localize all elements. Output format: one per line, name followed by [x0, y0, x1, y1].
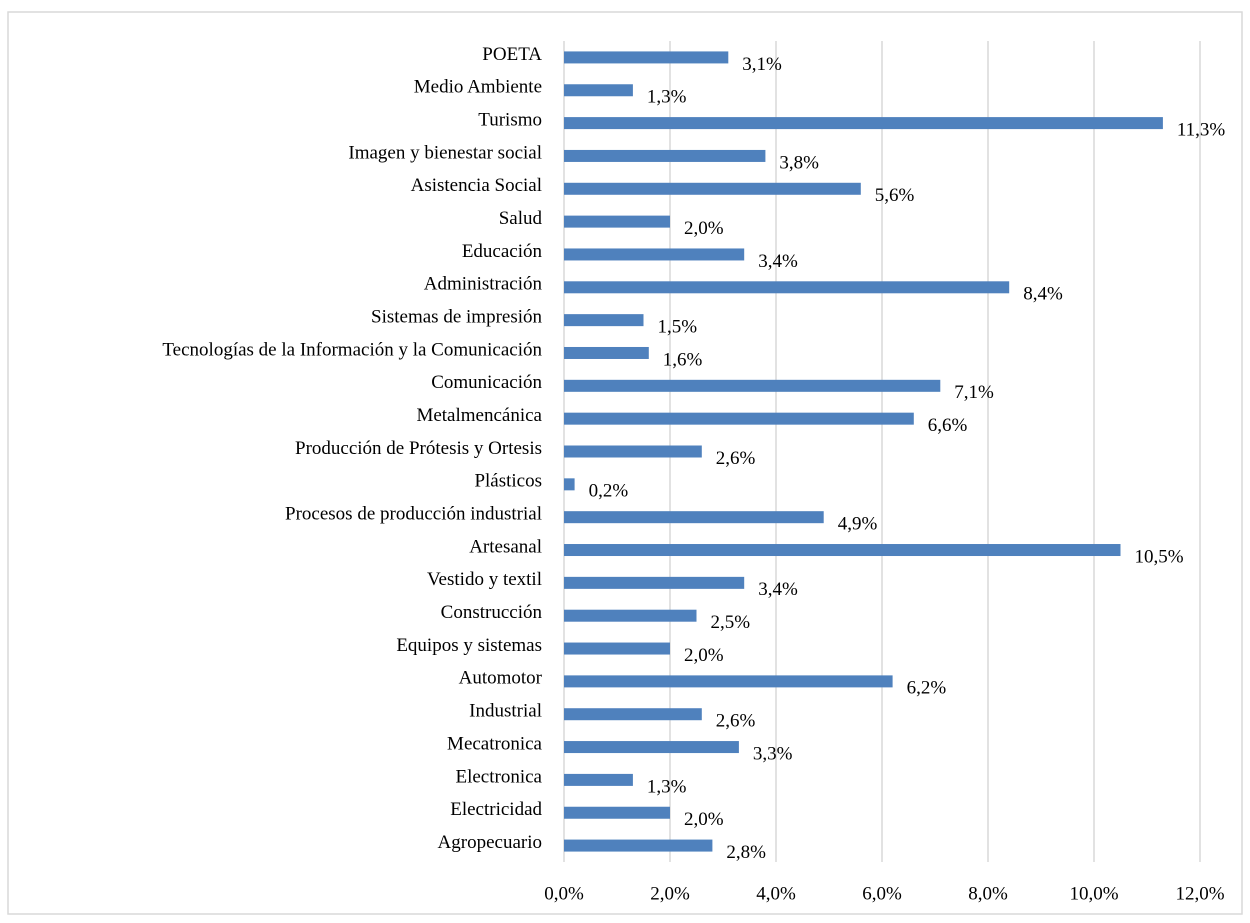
bar — [564, 773, 633, 786]
y-tick-label: Comunicación — [431, 372, 542, 393]
y-tick-label: Tecnologías de la Información y la Comun… — [162, 339, 542, 360]
value-label: 11,3% — [1177, 119, 1226, 140]
bar — [564, 675, 893, 688]
bar — [564, 149, 766, 162]
bar — [564, 346, 649, 359]
value-label: 3,4% — [758, 579, 798, 600]
value-label: 2,0% — [684, 218, 724, 239]
x-tick-label: 4,0% — [756, 883, 796, 904]
value-label: 2,6% — [716, 448, 756, 469]
value-label: 7,1% — [954, 382, 994, 403]
x-tick-label: 6,0% — [862, 883, 902, 904]
y-tick-label: Asistencia Social — [411, 175, 542, 196]
y-tick-label: Salud — [499, 208, 543, 229]
bar — [564, 741, 739, 754]
value-label: 0,2% — [589, 481, 629, 502]
y-tick-label: Sistemas de impresión — [371, 306, 542, 327]
bar — [564, 445, 702, 458]
bar — [564, 314, 644, 327]
y-tick-label: Plásticos — [474, 471, 542, 492]
y-tick-label: POETA — [482, 44, 542, 65]
x-tick-label: 0,0% — [544, 883, 584, 904]
bar — [564, 182, 861, 195]
x-tick-label: 12,0% — [1175, 883, 1224, 904]
chart-frame — [7, 11, 1243, 915]
value-label: 5,6% — [875, 185, 915, 206]
bar — [564, 412, 914, 425]
y-tick-label: Electricidad — [450, 799, 542, 820]
y-tick-label: Procesos de producción industrial — [285, 504, 542, 525]
x-tick-label: 10,0% — [1069, 883, 1118, 904]
bar — [564, 51, 729, 64]
bar — [564, 281, 1010, 294]
value-label: 1,3% — [647, 87, 687, 108]
y-tick-label: Producción de Prótesis y Ortesis — [295, 438, 542, 459]
value-label: 1,5% — [658, 316, 698, 337]
value-label: 8,4% — [1023, 284, 1063, 305]
value-label: 2,5% — [711, 612, 751, 633]
x-tick-label: 2,0% — [650, 883, 690, 904]
bar — [564, 544, 1121, 557]
y-tick-label: Artesanal — [469, 536, 542, 557]
bar — [564, 839, 713, 852]
y-tick-label: Mecatronica — [447, 733, 543, 754]
x-tick-label: 8,0% — [968, 883, 1008, 904]
y-tick-label: Construcción — [441, 602, 543, 623]
y-tick-label: Educación — [462, 241, 543, 262]
bar — [564, 806, 670, 819]
y-tick-label: Electronica — [455, 766, 542, 787]
value-label: 2,0% — [684, 645, 724, 666]
bar — [564, 84, 633, 97]
value-label: 3,8% — [779, 152, 819, 173]
bar — [564, 609, 697, 622]
value-label: 2,0% — [684, 809, 724, 830]
bar — [564, 478, 575, 491]
value-label: 4,9% — [838, 514, 878, 535]
bar — [564, 379, 941, 392]
y-tick-label: Imagen y bienestar social — [348, 142, 542, 163]
value-label: 1,3% — [647, 776, 687, 797]
value-label: 3,4% — [758, 251, 798, 272]
value-label: 3,3% — [753, 743, 793, 764]
y-tick-label: Turismo — [478, 109, 542, 130]
y-tick-label: Equipos y sistemas — [396, 635, 542, 656]
value-label: 6,2% — [907, 678, 947, 699]
value-label: 3,1% — [742, 54, 782, 75]
bar — [564, 215, 670, 228]
y-tick-label: Metalmencánica — [416, 405, 542, 426]
y-tick-label: Vestido y textil — [427, 569, 542, 590]
bar — [564, 708, 702, 721]
value-label: 10,5% — [1135, 546, 1184, 567]
value-label: 2,8% — [726, 842, 766, 863]
y-tick-label: Agropecuario — [438, 832, 542, 853]
bar — [564, 642, 670, 655]
value-label: 6,6% — [928, 415, 968, 436]
value-label: 1,6% — [663, 349, 703, 370]
y-tick-label: Administración — [424, 274, 543, 295]
y-tick-label: Automotor — [459, 668, 543, 689]
bar — [564, 117, 1163, 130]
value-label: 2,6% — [716, 711, 756, 732]
bar — [564, 248, 745, 261]
y-tick-label: Industrial — [469, 701, 542, 722]
bar — [564, 511, 824, 524]
y-tick-label: Medio Ambiente — [414, 77, 542, 98]
bar — [564, 576, 745, 589]
